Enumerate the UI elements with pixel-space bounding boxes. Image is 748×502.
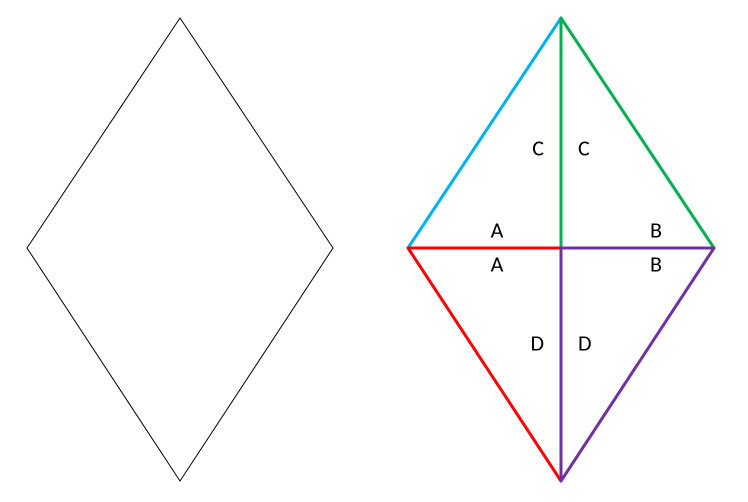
label-a-upper: A <box>491 216 504 243</box>
label-a-lower: A <box>491 250 504 277</box>
triangle-bottom-right <box>561 248 714 481</box>
label-c-left: C <box>532 134 544 161</box>
label-b-lower: B <box>650 250 662 277</box>
label-d-left: D <box>530 329 544 356</box>
label-c-right: C <box>578 134 590 161</box>
triangle-bottom-left <box>408 248 561 481</box>
triangle-top-left <box>408 18 561 248</box>
label-b-upper: B <box>650 216 662 243</box>
label-d-right: D <box>578 329 592 356</box>
left-rhombus <box>27 18 333 481</box>
diagram-canvas: C C A B A B D D <box>0 0 748 502</box>
triangle-top-right <box>561 18 714 248</box>
